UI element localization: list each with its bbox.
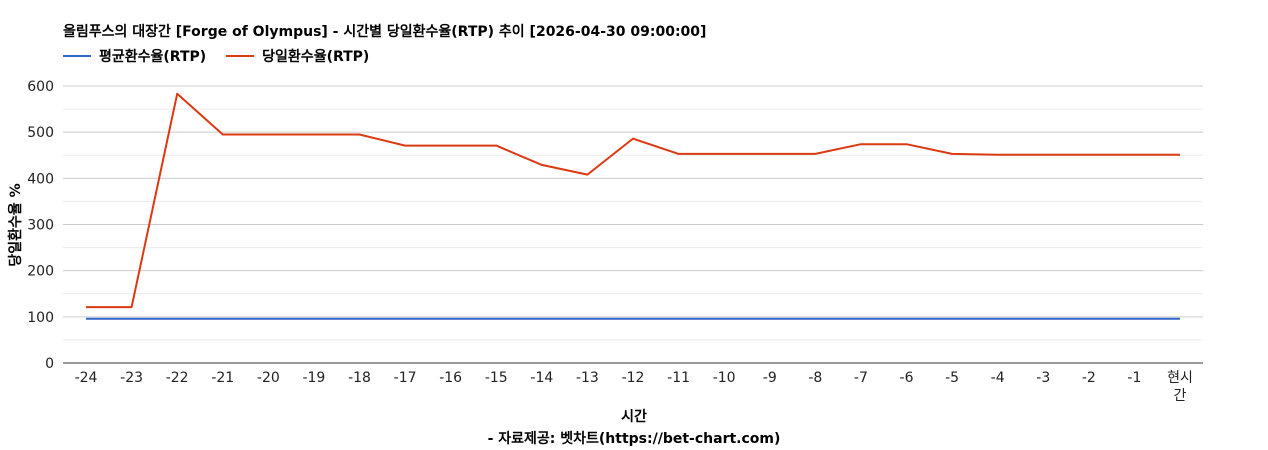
y-tick-label: 600 bbox=[27, 79, 54, 95]
x-tick-label: -6 bbox=[900, 370, 914, 386]
x-tick-label-line: 간 bbox=[1174, 388, 1187, 404]
y-tick-label: 0 bbox=[45, 356, 54, 372]
x-tick-label: -7 bbox=[854, 370, 868, 386]
x-tick-label: -19 bbox=[302, 370, 325, 386]
x-tick-label: -21 bbox=[211, 370, 234, 386]
legend-item-average-rtp[interactable]: 평균환수율(RTP) bbox=[63, 46, 206, 66]
x-tick-label: -1 bbox=[1127, 370, 1141, 386]
legend-item-daily-rtp[interactable]: 당일환수율(RTP) bbox=[226, 46, 369, 66]
source-credit: - 자료제공: 벳차트(https://bet-chart.com) bbox=[487, 431, 781, 447]
legend-swatch-daily bbox=[226, 55, 255, 57]
x-tick-label: -22 bbox=[166, 370, 189, 386]
series-line-daily-rtp bbox=[86, 92, 1180, 309]
series-layer bbox=[86, 92, 1180, 320]
chart-title: 올림푸스의 대장간 [Forge of Olympus] - 시간별 당일환수율… bbox=[63, 24, 707, 40]
x-tick-label: -16 bbox=[439, 370, 462, 386]
x-tick-label: -5 bbox=[945, 370, 959, 386]
x-tick-label: -14 bbox=[530, 370, 553, 386]
legend-swatch-average bbox=[63, 55, 91, 57]
legend: 평균환수율(RTP) 당일환수율(RTP) bbox=[63, 46, 369, 66]
y-tick-label: 200 bbox=[27, 264, 54, 280]
x-tick-label: -13 bbox=[576, 370, 599, 386]
y-tick-label: 100 bbox=[27, 310, 54, 326]
x-tick-label: -9 bbox=[763, 370, 777, 386]
x-tick-label: -17 bbox=[394, 370, 417, 386]
y-tick-label: 500 bbox=[27, 125, 54, 141]
x-tick-label: -18 bbox=[348, 370, 371, 386]
legend-label-daily: 당일환수율(RTP) bbox=[262, 49, 370, 65]
x-axis-title: 시간 bbox=[621, 409, 647, 425]
x-tick-label: -8 bbox=[808, 370, 822, 386]
grid-layer bbox=[63, 85, 1203, 341]
x-tick-label: -4 bbox=[991, 370, 1005, 386]
x-tick-label: -23 bbox=[120, 370, 143, 386]
x-tick-label: -20 bbox=[257, 370, 280, 386]
y-axis-title: 당일환수율 % bbox=[7, 183, 24, 266]
axis-layer: 0 100 200 300 400 500 600 -24 -23 -22 -21 -20 -19 -18… bbox=[27, 79, 1203, 404]
legend-label-average: 평균환수율(RTP) bbox=[99, 49, 207, 65]
x-tick-label: -10 bbox=[713, 370, 736, 386]
x-tick-label-line: 현시 bbox=[1167, 370, 1193, 386]
x-tick-label: -15 bbox=[485, 370, 508, 386]
x-tick-label: -11 bbox=[667, 370, 690, 386]
x-tick-label: -3 bbox=[1036, 370, 1050, 386]
y-tick-label: 300 bbox=[27, 218, 54, 234]
x-tick-label: -2 bbox=[1082, 370, 1096, 386]
y-tick-label: 400 bbox=[27, 171, 54, 187]
x-tick-label: -24 bbox=[75, 370, 98, 386]
x-tick-label: -12 bbox=[622, 370, 645, 386]
